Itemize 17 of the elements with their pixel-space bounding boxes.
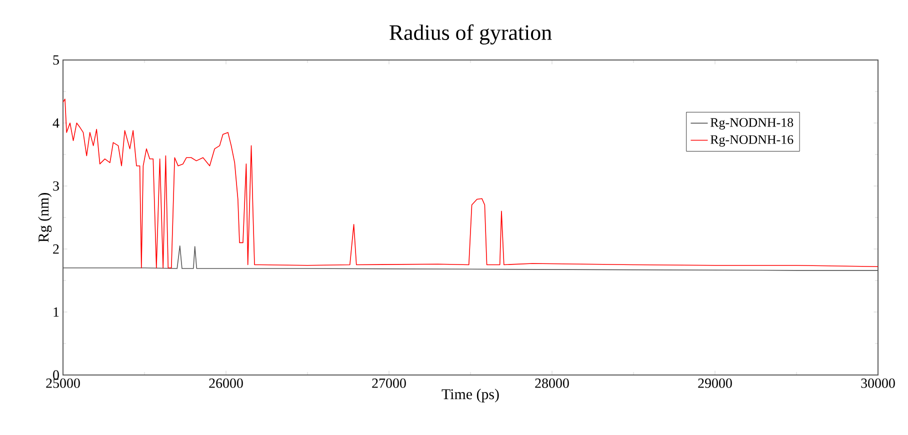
y-tick-label: 4 xyxy=(52,118,60,128)
y-tick-label: 2 xyxy=(53,244,59,254)
legend-label: Rg-NODNH-18 xyxy=(710,118,794,130)
x-tick-label: 28000 xyxy=(535,378,569,388)
y-axis-title: Rg (nm) xyxy=(38,193,52,242)
chart-title: Radius of gyration xyxy=(390,24,552,45)
x-tick-label: 26000 xyxy=(209,378,243,388)
x-tick-label: 27000 xyxy=(372,378,406,388)
x-axis-title: Time (ps) xyxy=(442,388,499,402)
x-tick-label: 30000 xyxy=(861,378,895,388)
x-tick-label: 29000 xyxy=(698,378,732,388)
line-series xyxy=(63,98,878,268)
y-tick-label: 5 xyxy=(53,55,59,65)
y-tick-label: 3 xyxy=(53,181,59,191)
x-tick-label: 25000 xyxy=(46,378,80,388)
y-tick-label: 1 xyxy=(54,307,59,317)
legend-label: Rg-NODNH-16 xyxy=(710,135,794,147)
